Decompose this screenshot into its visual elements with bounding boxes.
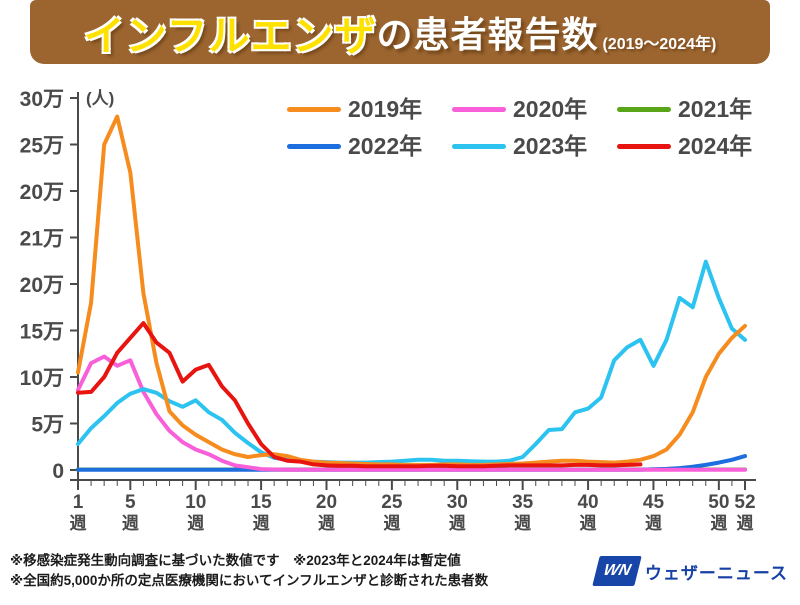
x-tick-label-unit: 週 [737, 514, 754, 533]
page-title-highlight: インフルエンザ [83, 13, 377, 59]
x-tick-label-unit: 週 [645, 514, 662, 533]
legend-label: 2022年 [348, 133, 423, 159]
legend-swatch [617, 107, 671, 112]
x-tick-label-unit: 週 [187, 514, 204, 533]
footnote-line-1: ※移感染症発生動向調査に基づいた数値です ※2023年と2024年は暫定値 [10, 553, 461, 568]
x-tick-label-number: 50 [708, 492, 729, 513]
legend-item-2024: 2024年 [617, 135, 782, 158]
legend-label: 2024年 [678, 133, 753, 159]
x-tick-label-number: 15 [251, 492, 273, 513]
legend-swatch [452, 144, 506, 149]
legend-label: 2023年 [513, 133, 588, 159]
page-title-rest: の患者報告数 [376, 14, 599, 55]
x-tick-label-unit: 週 [514, 514, 531, 533]
x-tick-label-number: 40 [577, 492, 598, 513]
x-tick-label-unit: 週 [318, 514, 335, 533]
wn-logo-letters: WN [601, 562, 633, 579]
series-line-2023 [76, 259, 747, 465]
x-tick-label-number: 52 [734, 492, 755, 513]
y-tick-label: 30万 [20, 88, 64, 111]
legend-label: 2019年 [348, 96, 423, 122]
legend-item-2022: 2022年 [287, 135, 452, 158]
x-tick-label-number: 35 [512, 492, 534, 513]
x-tick-label-number: 5 [125, 492, 136, 513]
x-tick-label-number: 10 [185, 492, 206, 513]
y-tick-label: 20万 [20, 181, 64, 204]
header-bar: インフルエンザ の患者報告数 (2019〜2024年) [30, 0, 770, 64]
y-tick-label: 10万 [20, 367, 64, 390]
legend: 2019年 2020年 2021年 2022年 2023年 2024年 [287, 98, 782, 158]
y-tick-label: 25万 [20, 135, 64, 158]
legend-item-2021: 2021年 [617, 98, 782, 121]
y-axis-ticks: 0 5万 10万 15万 20万 21万 20万 25万 30万 (人) [20, 88, 115, 483]
page-title-period: (2019〜2024年) [602, 36, 717, 53]
legend-item-2019: 2019年 [287, 98, 452, 121]
legend-swatch [452, 107, 506, 112]
y-tick-label: 0 [52, 460, 64, 483]
legend-item-2020: 2020年 [452, 98, 617, 121]
series-line-2019 [76, 114, 747, 467]
axes [70, 92, 756, 481]
x-tick-label-unit: 週 [580, 514, 597, 533]
legend-item-2023: 2023年 [452, 135, 617, 158]
legend-swatch [287, 107, 341, 112]
x-tick-label-number: 30 [447, 492, 468, 513]
x-tick-label-unit: 週 [70, 514, 87, 533]
series-line-2024 [76, 321, 643, 469]
x-tick-label-unit: 週 [449, 514, 466, 533]
wn-logo-mark: WN [592, 556, 642, 586]
y-tick-label: 15万 [20, 321, 64, 344]
x-tick-label-unit: 週 [122, 514, 139, 533]
y-tick-label: 21万 [20, 228, 64, 251]
y-tick-label: 5万 [31, 414, 64, 437]
x-tick-label-unit: 週 [253, 514, 270, 533]
weathernews-logo: WN ウェザーニュース [592, 556, 788, 586]
y-tick-label: 20万 [20, 274, 64, 297]
legend-label: 2021年 [678, 96, 753, 122]
x-tick-label-number: 45 [643, 492, 665, 513]
weathernews-logo-text: ウェザーニュース [644, 563, 788, 583]
x-tick-label-unit: 週 [710, 514, 727, 533]
x-tick-label-number: 1 [73, 492, 84, 513]
x-tick-label-number: 25 [381, 492, 403, 513]
legend-swatch [287, 144, 341, 149]
footnote-line-2: ※全国約5,000か所の定点医療機関においてインフルエンザと診断された患者数 [10, 573, 489, 588]
legend-swatch [617, 144, 671, 149]
series-line-2020 [76, 354, 747, 472]
x-tick-label-number: 20 [316, 492, 337, 513]
x-tick-label-unit: 週 [383, 514, 400, 533]
y-axis-unit-label: (人) [86, 89, 114, 108]
legend-label: 2020年 [513, 96, 588, 122]
